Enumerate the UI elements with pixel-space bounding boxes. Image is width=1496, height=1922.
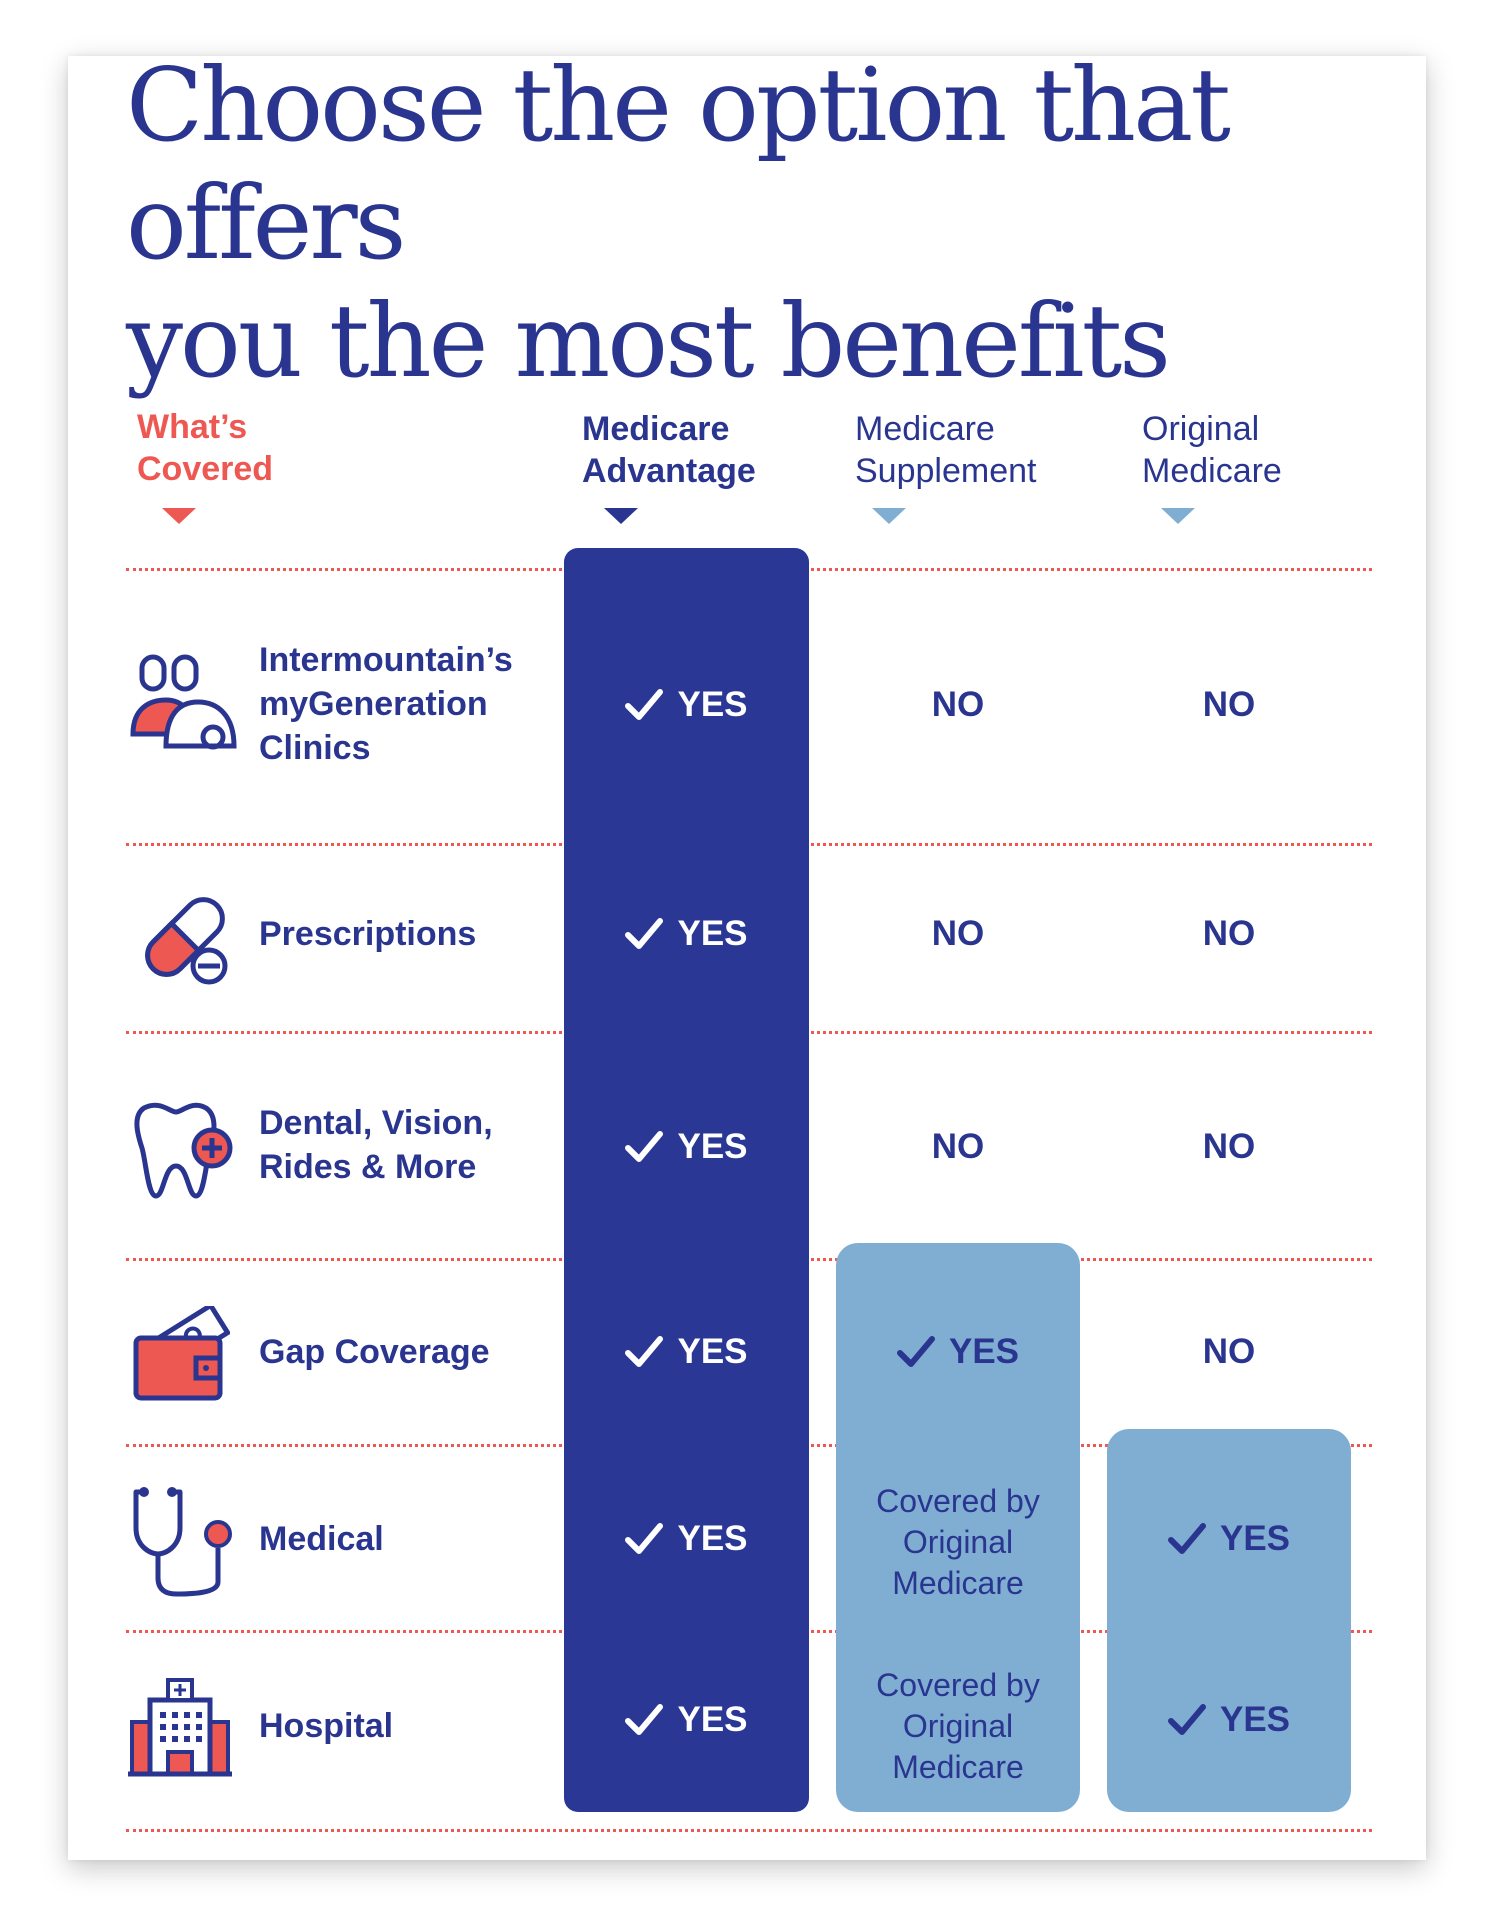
cell-ms-medical: Covered by Original Medicare [876, 1483, 1040, 1601]
medicare-advantage-column [564, 548, 809, 1812]
header-ma-line-1: Medicare [582, 410, 730, 448]
checkmark-icon [625, 1336, 664, 1367]
checkmark-icon [625, 689, 664, 720]
header-om-line-1: Original [1142, 410, 1260, 448]
row-label-dental: Dental, Vision, Rides & More [259, 1104, 493, 1186]
covered-arrow-icon [162, 508, 196, 524]
cell-om-clinics: NO [1202, 685, 1256, 724]
header-ms-line-2: Supplement [855, 452, 1037, 490]
header-original-medicare: Original Medicare [1142, 408, 1282, 492]
page-title: Choose the option that offers you the mo… [126, 46, 1326, 400]
header-ms-line-1: Medicare [855, 410, 995, 448]
wallet-cash-icon [133, 1306, 230, 1401]
header-covered-line-1: What’s [137, 408, 248, 446]
stethoscope-icon [133, 1487, 232, 1597]
cell-ms-gap: YES [836, 1332, 1080, 1372]
checkmark-icon [625, 1704, 664, 1735]
row-label-gap-coverage: Gap Coverage [259, 1333, 490, 1371]
header-ma-line-2: Advantage [582, 452, 756, 490]
cell-om-hospital: YES [1107, 1700, 1351, 1740]
checkmark-icon [625, 918, 664, 949]
ma-arrow-icon [604, 508, 638, 524]
checkmark-icon [625, 1131, 664, 1162]
header-medicare-advantage: Medicare Advantage [582, 408, 756, 492]
ms-arrow-icon [872, 508, 906, 524]
cell-ma-prescriptions: YES [564, 914, 809, 954]
title-line-2: you the most benefits [126, 282, 1171, 400]
checkmark-icon [1167, 1523, 1206, 1554]
row-divider [126, 1829, 1372, 1832]
cell-om-prescriptions: NO [1202, 914, 1256, 953]
header-om-line-2: Medicare [1142, 452, 1282, 490]
row-label-medical: Medical [259, 1520, 384, 1558]
cell-ms-hospital: Covered by Original Medicare [876, 1667, 1040, 1785]
tooth-plus-icon [134, 1102, 233, 1199]
cell-ms-dental: NO [931, 1127, 985, 1166]
hospital-building-icon [128, 1678, 232, 1777]
cell-ms-clinics: NO [931, 685, 985, 724]
header-whats-covered: What’s Covered [137, 406, 273, 490]
medicare-supplement-column [836, 1243, 1080, 1812]
cell-om-dental: NO [1202, 1127, 1256, 1166]
checkmark-icon [1167, 1704, 1206, 1735]
cell-om-gap: NO [1202, 1332, 1256, 1371]
cell-om-medical: YES [1107, 1519, 1351, 1559]
doctor-patient-icon [130, 654, 237, 750]
cell-ma-gap: YES [564, 1332, 809, 1372]
checkmark-icon [896, 1336, 935, 1367]
row-label-hospital: Hospital [259, 1707, 394, 1745]
cell-ma-medical: YES [564, 1519, 809, 1559]
cell-ma-clinics: YES [564, 685, 809, 725]
cell-ma-hospital: YES [564, 1700, 809, 1740]
title-line-1: Choose the option that offers [126, 46, 1231, 282]
om-arrow-icon [1161, 508, 1195, 524]
row-label-prescriptions: Prescriptions [259, 915, 477, 953]
cell-ma-dental: YES [564, 1127, 809, 1167]
row-label-clinics: Intermountain’s myGeneration Clinics [259, 641, 513, 767]
checkmark-icon [625, 1523, 664, 1554]
original-medicare-column [1107, 1429, 1351, 1812]
pill-capsule-icon [145, 897, 228, 985]
cell-ms-prescriptions: NO [931, 914, 985, 953]
header-covered-line-2: Covered [137, 450, 274, 488]
header-medicare-supplement: Medicare Supplement [855, 408, 1036, 492]
